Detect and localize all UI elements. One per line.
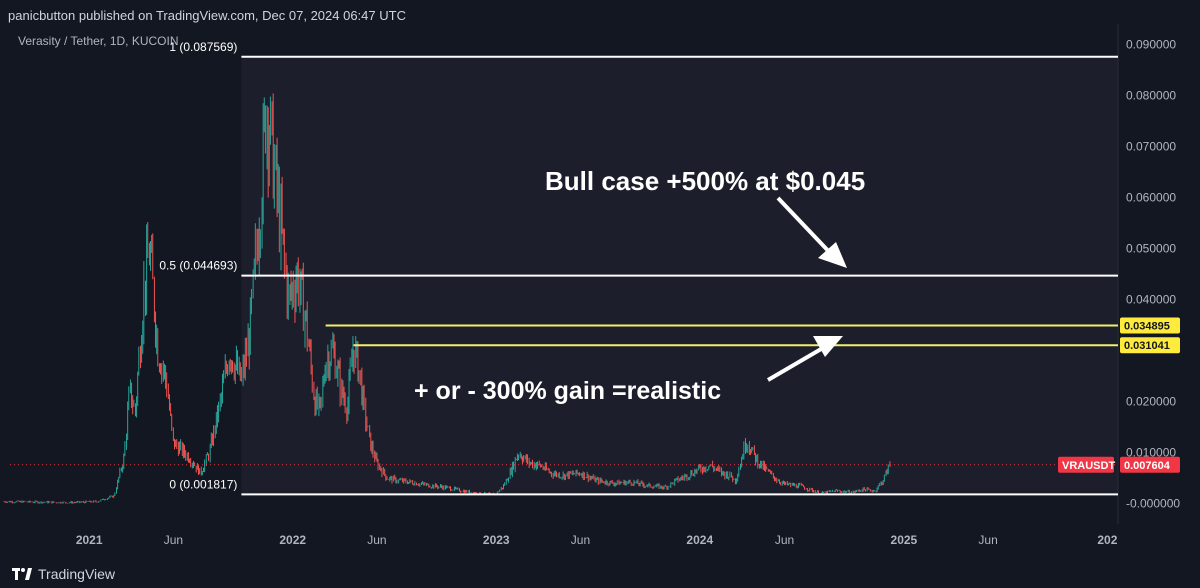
realistic-gain-annotation: + or - 300% gain =realistic [414, 377, 721, 405]
time-tick-label: Jun [775, 533, 794, 547]
fib-levels: 1 (0.087569) 0.5 (0.044693) 0 (0.001817) [159, 40, 1118, 496]
price-tick-label: 0.070000 [1126, 139, 1176, 153]
price-tag-bg [1120, 456, 1180, 473]
bull-case-annotation: Bull case +500% at $0.045 [545, 166, 865, 196]
tradingview-logo-icon [12, 568, 32, 580]
symbol-title: Verasity / Tether, 1D, KUCOIN [18, 34, 179, 48]
fib-label: 0.5 (0.044693) [159, 259, 237, 273]
price-tick-label: 0.010000 [1126, 446, 1176, 460]
time-tick-label: 2023 [483, 533, 510, 547]
time-tick-label: Jun [164, 533, 183, 547]
level-tag-bg [1120, 337, 1180, 354]
horizontal-levels: 0.034895 0.031041 [325, 317, 1180, 354]
time-tick-label: Jun [978, 533, 997, 547]
time-tick-label: 2025 [891, 533, 918, 547]
level-tag-bg [1120, 317, 1180, 334]
time-axis: 2021 Jun 2022 Jun 2023 Jun 2024 Jun 2025 Jun 202 [76, 533, 1118, 547]
price-tick-label: -0.000000 [1126, 497, 1180, 511]
symbol-tag-bg [1058, 456, 1114, 473]
time-tick-label: 2022 [279, 533, 306, 547]
tradingview-logo[interactable]: TradingView [12, 566, 115, 582]
time-tick-label: Jun [367, 533, 386, 547]
price-tick-label: 0.050000 [1126, 241, 1176, 255]
price-tick-label: 0.060000 [1126, 190, 1176, 204]
time-tick-label: Jun [571, 533, 590, 547]
price-tick-label: 0.020000 [1126, 395, 1176, 409]
publish-header: panicbutton published on TradingView.com… [8, 8, 406, 23]
time-tick-label: 2024 [686, 533, 713, 547]
price-series [3, 93, 891, 504]
price-tick-label: 0.040000 [1126, 293, 1176, 307]
price-tag-label: 0.007604 [1124, 460, 1171, 472]
bull-case-arrow [776, 196, 847, 268]
price-tick-label: 0.090000 [1126, 37, 1176, 51]
fib-label: 0 (0.001817) [169, 477, 237, 491]
price-axis: 0.090000 0.080000 0.070000 0.060000 0.050000… [1126, 37, 1180, 510]
time-tick-label: 202 [1097, 533, 1117, 547]
symbol-tag-label: VRAUSDT [1062, 460, 1115, 472]
level-tag-label: 0.034895 [1124, 321, 1170, 333]
fib-label: 1 (0.087569) [169, 40, 237, 54]
level-tag-label: 0.031041 [1124, 340, 1170, 352]
footer-brand: TradingView [38, 566, 116, 582]
realistic-gain-arrow [766, 336, 843, 382]
time-tick-label: 2021 [76, 533, 103, 547]
price-tick-label: 0.080000 [1126, 88, 1176, 102]
annotations: Bull case +500% at $0.045 + or - 300% ga… [414, 166, 865, 405]
current-price-tag[interactable]: VRAUSDT 0.007604 [1058, 456, 1180, 473]
footer-bar: TradingView [0, 560, 1200, 588]
price-chart[interactable]: 1 (0.087569) 0.5 (0.044693) 0 (0.001817) 0… [0, 0, 1200, 560]
